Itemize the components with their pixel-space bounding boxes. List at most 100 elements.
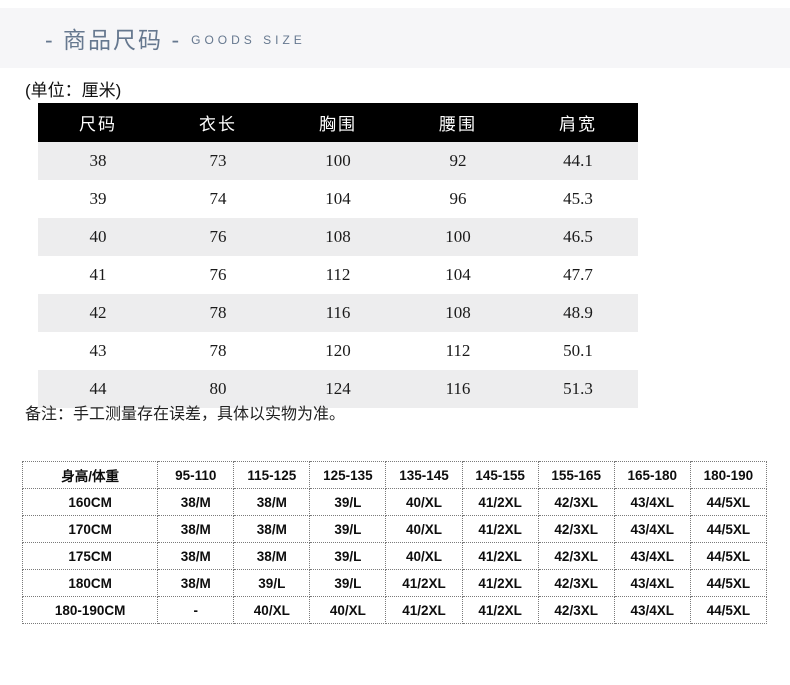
column-header: 180-190 [689, 461, 768, 489]
size-table: 尺码 衣长 胸围 腰围 肩宽 38 73 100 92 44.1 39 74 104 96 45.3 40 76… [38, 103, 638, 408]
table-cell: 73 [209, 151, 227, 170]
column-header: 胸围 [278, 103, 398, 142]
table-row: 43 78 120 112 50.1 [38, 332, 638, 370]
section-title: - 商品尺码 - [45, 27, 182, 53]
table-cell: 38/M [233, 542, 311, 570]
table-cell: 44 [89, 379, 107, 398]
table-cell: 120 [325, 341, 351, 360]
table-cell: 38 [89, 151, 107, 170]
header-row: 身高/体重 95-110 115-125 125-135 135-145 145-155 1… [21, 461, 768, 489]
table-cell: 124 [325, 379, 351, 398]
table-cell: 76 [209, 265, 227, 284]
table-cell: 100 [325, 151, 351, 170]
table-cell: 38/M [157, 515, 235, 543]
table-cell: 48.9 [563, 303, 593, 322]
section-title-bar: - 商品尺码 - GOODS SIZE [0, 8, 790, 68]
table-cell: 180-190CM [21, 596, 159, 624]
table-cell: 38/M [233, 488, 311, 516]
section-subtitle: GOODS SIZE [191, 33, 306, 47]
column-header: 肩宽 [518, 103, 638, 142]
table-row: 44 80 124 116 51.3 [38, 370, 638, 408]
table-cell: 104 [445, 265, 471, 284]
table-cell: 39/L [309, 569, 387, 597]
table-cell: 44/5XL [689, 542, 768, 570]
table-row: 175CM 38/M 38/M 39/L 40/XL 41/2XL 42/3XL 43/4XL… [21, 542, 768, 570]
table-cell: 44/5XL [689, 569, 768, 597]
table-cell: 46.5 [563, 227, 593, 246]
table-row: 170CM 38/M 38/M 39/L 40/XL 41/2XL 42/3XL 43/4XL… [21, 515, 768, 543]
unit-note: (单位：厘米) [25, 81, 122, 100]
table-cell: 38/M [157, 542, 235, 570]
table-cell: 74 [209, 189, 227, 208]
table-cell: 41/2XL [461, 542, 539, 570]
table-cell: 43/4XL [613, 515, 691, 543]
table-cell: 112 [325, 265, 351, 284]
table-cell: 96 [449, 189, 467, 208]
table-cell: 41/2XL [461, 596, 539, 624]
height-weight-fit-table: 身高/体重 95-110 115-125 125-135 135-145 145-155 1… [21, 461, 768, 624]
column-header: 腰围 [398, 103, 518, 142]
table-cell: 92 [449, 151, 467, 170]
table-cell: 44/5XL [689, 488, 768, 516]
table-cell: 108 [445, 303, 471, 322]
table-cell: 41/2XL [385, 569, 463, 597]
table-row: 42 78 116 108 48.9 [38, 294, 638, 332]
table-row: 38 73 100 92 44.1 [38, 142, 638, 180]
table-cell: 38/M [233, 515, 311, 543]
table-cell: 42/3XL [537, 542, 615, 570]
table-cell: 39/L [233, 569, 311, 597]
table-cell: 43/4XL [613, 542, 691, 570]
table-cell: 44.1 [563, 151, 593, 170]
table-row: 39 74 104 96 45.3 [38, 180, 638, 218]
table-cell: 50.1 [563, 341, 593, 360]
table-cell: 40/XL [385, 488, 463, 516]
table-cell: 41/2XL [461, 569, 539, 597]
table-cell: 40/XL [385, 515, 463, 543]
table-row: 180CM 38/M 39/L 39/L 41/2XL 41/2XL 42/3XL 43/4X… [21, 569, 768, 597]
table-cell: 42/3XL [537, 569, 615, 597]
table-row: 41 76 112 104 47.7 [38, 256, 638, 294]
table-cell: 170CM [21, 515, 159, 543]
table-cell: 112 [445, 341, 471, 360]
column-header: 165-180 [613, 461, 691, 489]
table-cell: 78 [209, 303, 227, 322]
column-header: 115-125 [233, 461, 311, 489]
table-cell: 76 [209, 227, 227, 246]
table-cell: - [157, 596, 235, 624]
column-header: 145-155 [461, 461, 539, 489]
table-cell: 44/5XL [689, 596, 768, 624]
table-cell: 80 [209, 379, 227, 398]
measurement-remark: 备注：手工测量存在误差，具体以实物为准。 [25, 406, 346, 423]
column-header: 155-165 [537, 461, 615, 489]
table-cell: 40/XL [309, 596, 387, 624]
table-cell: 39/L [309, 542, 387, 570]
table-row: 160CM 38/M 38/M 39/L 40/XL 41/2XL 42/3XL 43/4XL… [21, 488, 768, 516]
table-cell: 42/3XL [537, 596, 615, 624]
column-header: 95-110 [157, 461, 235, 489]
table-cell: 41/2XL [461, 488, 539, 516]
column-header: 身高/体重 [21, 461, 159, 489]
table-cell: 44/5XL [689, 515, 768, 543]
table-cell: 39/L [309, 515, 387, 543]
table-cell: 40/XL [233, 596, 311, 624]
column-header: 尺码 [38, 103, 158, 142]
table-cell: 41/2XL [385, 596, 463, 624]
table-cell: 43/4XL [613, 596, 691, 624]
header-row: 尺码 衣长 胸围 腰围 肩宽 [38, 103, 638, 142]
table-cell: 41/2XL [461, 515, 539, 543]
table-cell: 45.3 [563, 189, 593, 208]
table-cell: 40/XL [385, 542, 463, 570]
table-cell: 39 [89, 189, 107, 208]
table-cell: 78 [209, 341, 227, 360]
table-cell: 47.7 [563, 265, 593, 284]
table-cell: 51.3 [563, 379, 593, 398]
table-cell: 43/4XL [613, 488, 691, 516]
table-cell: 38/M [157, 569, 235, 597]
table-cell: 41 [89, 265, 107, 284]
table-cell: 116 [445, 379, 471, 398]
table-cell: 43/4XL [613, 569, 691, 597]
column-header: 衣长 [158, 103, 278, 142]
table-cell: 100 [445, 227, 471, 246]
table-row: 40 76 108 100 46.5 [38, 218, 638, 256]
